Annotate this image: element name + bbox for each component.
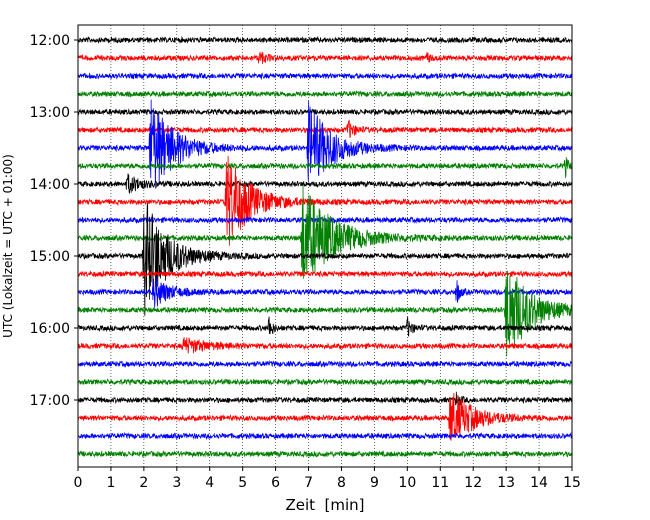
y-tick-label: 14:00: [30, 177, 70, 193]
y-tick-label: 16:00: [30, 321, 70, 337]
x-tick-label: 1: [106, 475, 115, 491]
seismogram-trace: [77, 275, 573, 308]
x-tick-label: 7: [304, 475, 313, 491]
x-tick-label: 0: [74, 475, 83, 491]
seismogram-trace: [77, 99, 573, 189]
seismogram-trace: [77, 51, 573, 64]
seismogram-trace: [77, 359, 573, 368]
seismogram-trace: [77, 377, 573, 387]
x-axis-ticks: 0 1 2 3 4 5 6 7 8 9 10 11 12 13 14 15: [74, 467, 581, 491]
x-tick-label: 3: [172, 475, 181, 491]
x-tick-label: 4: [205, 475, 214, 491]
x-tick-label: 2: [139, 475, 148, 491]
seismogram-trace: [77, 89, 573, 99]
y-axis-ticks: 12:00 13:00 14:00 15:00 16:00 17:00: [30, 33, 78, 409]
x-tick-label: 14: [530, 475, 548, 491]
seismogram-trace: [77, 185, 573, 279]
seismogram-trace: [77, 155, 573, 246]
y-tick-label: 13:00: [30, 105, 70, 121]
seismogram-trace: [77, 157, 573, 179]
y-tick-label: 12:00: [30, 33, 70, 49]
y-axis-label: UTC (Lokalzeit = UTC + 01:00): [1, 154, 15, 338]
x-tick-label: 15: [563, 475, 581, 491]
seismogram-trace: [77, 450, 573, 459]
x-axis-label: Zeit [min]: [285, 496, 364, 514]
x-tick-label: 12: [464, 475, 482, 491]
y-tick-label: 15:00: [30, 249, 70, 265]
trace-group: [77, 35, 573, 459]
plot-frame: [77, 24, 573, 468]
x-tick-label: 8: [337, 475, 346, 491]
seismogram-trace: [77, 337, 572, 354]
seismogram-trace: [77, 173, 573, 195]
seismogram-trace: [77, 391, 573, 407]
seismogram-trace: [77, 392, 573, 441]
y-tick-label: 17:00: [30, 393, 70, 409]
seismogram-trace: [77, 107, 573, 117]
x-tick-label: 10: [398, 475, 416, 491]
seismogram-trace: [77, 35, 573, 44]
seismogram-trace: [77, 270, 573, 279]
seismogram-trace: [77, 316, 573, 337]
seismogram-trace: [77, 431, 573, 440]
x-tick-label: 6: [271, 475, 280, 491]
seismogram-trace: [77, 72, 573, 81]
x-tick-label: 5: [238, 475, 247, 491]
x-tick-label: 9: [370, 475, 379, 491]
x-tick-label: 11: [431, 475, 449, 491]
x-tick-label: 13: [497, 475, 515, 491]
seismogram-trace: [77, 270, 573, 357]
